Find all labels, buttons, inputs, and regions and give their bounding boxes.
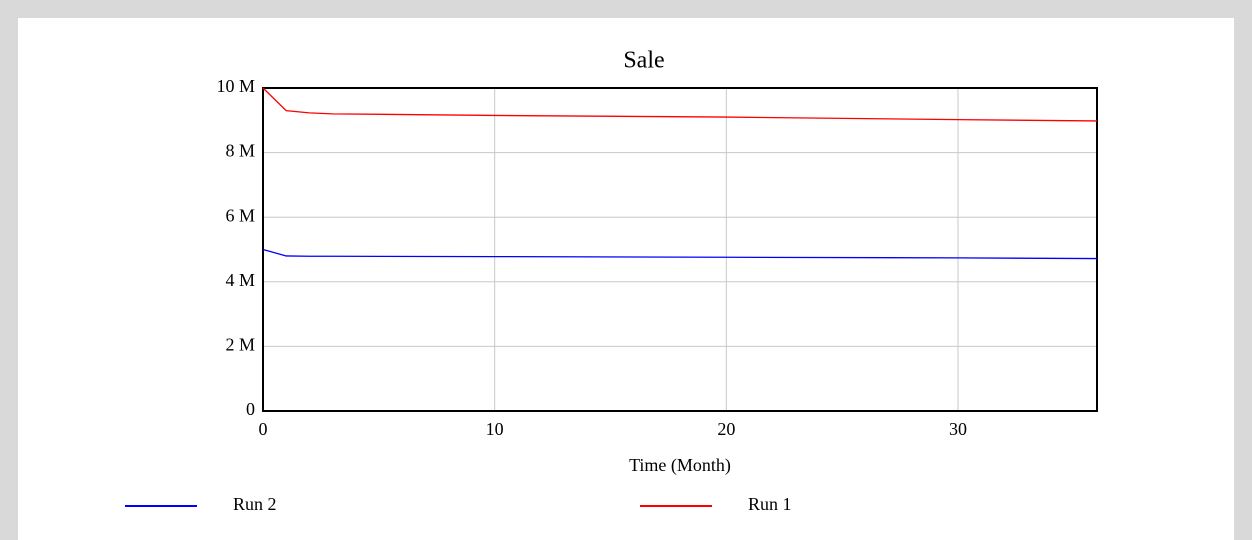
chart: Sale Time (Month) 0 2 M 4 M 6 M 8 M 10 M 0 10 20… xyxy=(0,0,1252,540)
x-tick-label: 10 xyxy=(486,419,504,439)
x-axis-label: Time (Month) xyxy=(629,455,731,476)
y-tick-label: 0 xyxy=(246,399,255,419)
y-tick-label: 10 M xyxy=(216,76,255,96)
series-line xyxy=(263,250,1097,259)
y-tick-label: 6 M xyxy=(225,205,255,225)
x-tick-label: 30 xyxy=(949,419,967,439)
legend-label: Run 1 xyxy=(748,494,792,514)
x-tick-label: 20 xyxy=(717,419,735,439)
legend-label: Run 2 xyxy=(233,494,277,514)
y-tick-label: 4 M xyxy=(225,270,255,290)
chart-title: Sale xyxy=(623,48,664,74)
plot-border xyxy=(263,88,1097,411)
y-tick-label: 8 M xyxy=(225,141,255,161)
series-line xyxy=(263,88,1097,121)
x-tick-label: 0 xyxy=(259,419,268,439)
y-tick-label: 2 M xyxy=(225,335,255,355)
page: {"chart_data": {"type": "line", "title":… xyxy=(0,0,1252,540)
